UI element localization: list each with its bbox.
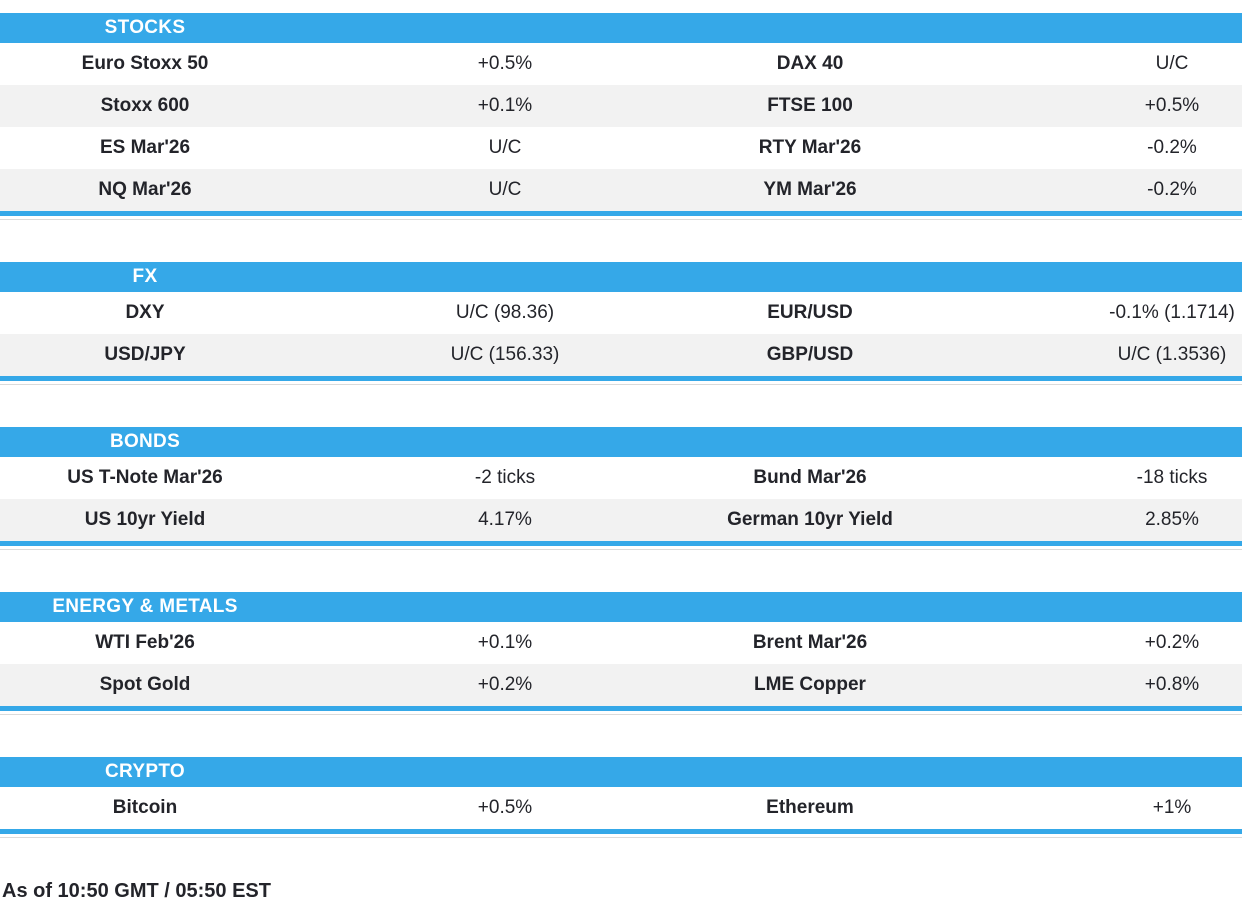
instrument-value: -18 ticks (1136, 467, 1208, 488)
market-section: FX DXY U/C (98.36) EUR/USD -0.1% (1.1714… (0, 262, 1242, 385)
section-title: FX (132, 266, 158, 287)
instrument-label: NQ Mar'26 (98, 179, 192, 200)
instrument-value: U/C (488, 137, 522, 158)
section-rows: WTI Feb'26 +0.1% Brent Mar'26 +0.2% Spot… (0, 622, 1242, 711)
instrument-label: Ethereum (766, 797, 854, 818)
section-rows: Bitcoin +0.5% Ethereum +1% (0, 787, 1242, 834)
section-header: STOCKS (0, 13, 1242, 43)
table-row: NQ Mar'26 U/C YM Mar'26 -0.2% (0, 169, 1242, 211)
instrument-value: +0.5% (477, 53, 533, 74)
section-title: ENERGY & METALS (52, 596, 238, 617)
instrument-value: U/C (156.33) (450, 344, 560, 365)
instrument-label: German 10yr Yield (727, 509, 893, 530)
instrument-label: Bund Mar'26 (753, 467, 867, 488)
table-row: ES Mar'26 U/C RTY Mar'26 -0.2% (0, 127, 1242, 169)
section-title: CRYPTO (105, 761, 185, 782)
instrument-label: RTY Mar'26 (758, 137, 862, 158)
instrument-label: FTSE 100 (767, 95, 853, 116)
instrument-label: US T-Note Mar'26 (67, 467, 223, 488)
section-header: BONDS (0, 427, 1242, 457)
instrument-value: U/C (1155, 53, 1189, 74)
table-row: USD/JPY U/C (156.33) GBP/USD U/C (1.3536… (0, 334, 1242, 376)
market-section: STOCKS Euro Stoxx 50 +0.5% DAX 40 U/C St… (0, 13, 1242, 220)
instrument-label: Brent Mar'26 (752, 632, 868, 653)
instrument-value: +0.2% (477, 674, 533, 695)
market-section: CRYPTO Bitcoin +0.5% Ethereum +1% (0, 757, 1242, 838)
instrument-label: EUR/USD (767, 302, 853, 323)
table-row: US T-Note Mar'26 -2 ticks Bund Mar'26 -1… (0, 457, 1242, 499)
instrument-value: U/C (488, 179, 522, 200)
section-divider (0, 714, 1242, 715)
table-row: Spot Gold +0.2% LME Copper +0.8% (0, 664, 1242, 706)
table-row: DXY U/C (98.36) EUR/USD -0.1% (1.1714) (0, 292, 1242, 334)
table-row: US 10yr Yield 4.17% German 10yr Yield 2.… (0, 499, 1242, 541)
instrument-label: Stoxx 600 (100, 95, 190, 116)
section-divider (0, 837, 1242, 838)
section-header: CRYPTO (0, 757, 1242, 787)
section-header: FX (0, 262, 1242, 292)
market-section: ENERGY & METALS WTI Feb'26 +0.1% Brent M… (0, 592, 1242, 715)
instrument-value: +0.5% (477, 797, 533, 818)
instrument-label: WTI Feb'26 (95, 632, 195, 653)
instrument-label: Euro Stoxx 50 (81, 53, 209, 74)
instrument-value: +0.5% (1144, 95, 1200, 116)
table-row: Bitcoin +0.5% Ethereum +1% (0, 787, 1242, 829)
section-divider (0, 219, 1242, 220)
instrument-label: GBP/USD (766, 344, 854, 365)
table-row: Stoxx 600 +0.1% FTSE 100 +0.5% (0, 85, 1242, 127)
instrument-value: -0.2% (1147, 179, 1197, 200)
market-sections: STOCKS Euro Stoxx 50 +0.5% DAX 40 U/C St… (0, 13, 1242, 838)
instrument-label: YM Mar'26 (763, 179, 857, 200)
instrument-value: +0.1% (477, 632, 533, 653)
section-divider (0, 549, 1242, 550)
instrument-value: +0.1% (477, 95, 533, 116)
instrument-label: ES Mar'26 (99, 137, 191, 158)
instrument-label: Bitcoin (112, 797, 178, 818)
table-row: Euro Stoxx 50 +0.5% DAX 40 U/C (0, 43, 1242, 85)
instrument-value: U/C (98.36) (455, 302, 555, 323)
instrument-label: Spot Gold (99, 674, 191, 695)
instrument-label: DAX 40 (776, 53, 844, 74)
instrument-value: 4.17% (478, 509, 532, 530)
instrument-value: 2.85% (1145, 509, 1199, 530)
section-rows: US T-Note Mar'26 -2 ticks Bund Mar'26 -1… (0, 457, 1242, 546)
section-divider (0, 384, 1242, 385)
section-rows: Euro Stoxx 50 +0.5% DAX 40 U/C Stoxx 600… (0, 43, 1242, 216)
instrument-label: US 10yr Yield (84, 509, 206, 530)
table-row: WTI Feb'26 +0.1% Brent Mar'26 +0.2% (0, 622, 1242, 664)
instrument-value: -0.2% (1147, 137, 1197, 158)
timestamp: As of 10:50 GMT / 05:50 EST (2, 880, 271, 902)
section-rows: DXY U/C (98.36) EUR/USD -0.1% (1.1714) U… (0, 292, 1242, 381)
section-header: ENERGY & METALS (0, 592, 1242, 622)
section-title: BONDS (109, 431, 181, 452)
instrument-label: LME Copper (754, 674, 866, 695)
instrument-value: +1% (1152, 797, 1192, 818)
instrument-value: +0.2% (1144, 632, 1200, 653)
instrument-value: -2 ticks (474, 467, 536, 488)
instrument-value: -0.1% (1.1714) (1109, 302, 1235, 323)
instrument-label: USD/JPY (104, 344, 186, 365)
section-title: STOCKS (104, 17, 186, 38)
instrument-label: DXY (125, 302, 165, 323)
instrument-value: U/C (1.3536) (1117, 344, 1227, 365)
instrument-value: +0.8% (1144, 674, 1200, 695)
market-section: BONDS US T-Note Mar'26 -2 ticks Bund Mar… (0, 427, 1242, 550)
